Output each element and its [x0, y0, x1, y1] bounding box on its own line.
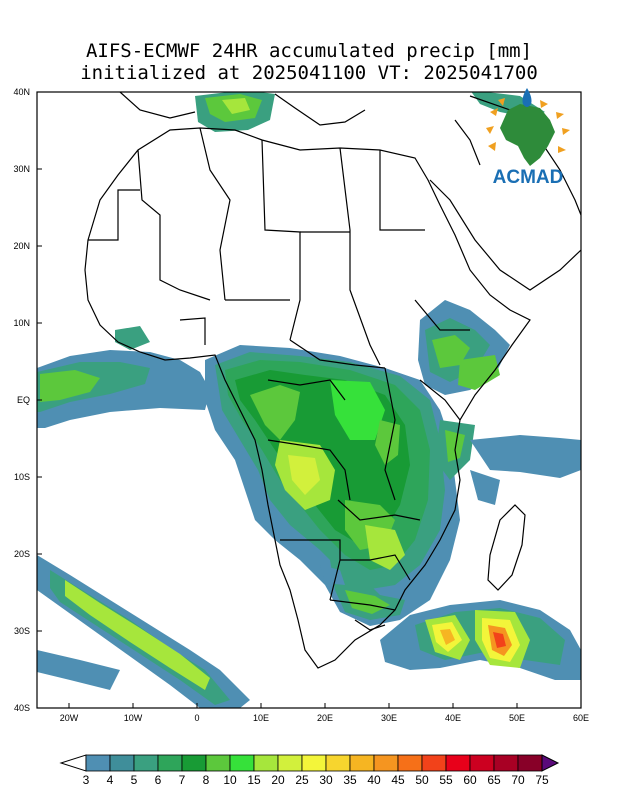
lon-tick-label: 20E: [317, 713, 333, 723]
colorbar-swatch: [373, 754, 399, 772]
lon-tick-label: 30E: [381, 713, 397, 723]
colorbar-label: 70: [511, 773, 525, 787]
colorbar-swatch: [205, 754, 231, 772]
colorbar-label: 7: [179, 773, 186, 787]
lon-tick-label: 10E: [253, 713, 269, 723]
map-title-line2: initialized at 2025041100 VT: 2025041700: [80, 62, 538, 84]
colorbar-label: 35: [343, 773, 357, 787]
africa-silhouette-icon: [500, 104, 555, 166]
colorbar-label: 8: [203, 773, 210, 787]
colorbar-swatch: [109, 754, 135, 772]
colorbar: 3 4 5 6 7 8 10 15 20 25 30 35 40 45 50 5…: [59, 754, 560, 787]
colorbar-label: 10: [223, 773, 237, 787]
colorbar-swatch: [85, 754, 111, 772]
colorbar-label: 65: [487, 773, 501, 787]
lat-tick-label: 20S: [14, 549, 30, 559]
lon-tick-label: 40E: [445, 713, 461, 723]
colorbar-swatch: [349, 754, 375, 772]
colorbar-label: 3: [83, 773, 90, 787]
lon-tick-label: 10W: [124, 713, 143, 723]
lat-axis: 40N 30N 20N 10N EQ 10S 20S 30S 40S: [13, 87, 42, 713]
lon-tick-label: 0: [194, 713, 199, 723]
acmad-logo: [486, 88, 570, 166]
map-title-line1: AIFS-ECMWF 24HR accumulated precip [mm]: [85, 40, 533, 62]
logo-text: ACMAD: [493, 167, 564, 188]
colorbar-label: 25: [295, 773, 309, 787]
sun-rays-icon: [486, 98, 570, 153]
colorbar-swatch: [301, 754, 327, 772]
colorbar-swatch: [325, 754, 351, 772]
colorbar-label: 60: [463, 773, 477, 787]
lon-axis: 20W 10W 0 10E 20E 30E 40E 50E 60E: [60, 703, 589, 723]
colorbar-over-triangle: [541, 754, 560, 772]
colorbar-swatch: [493, 754, 519, 772]
colorbar-label: 4: [107, 773, 114, 787]
colorbar-swatch: [517, 754, 543, 772]
lat-tick-label: 20N: [13, 241, 30, 251]
colorbar-swatch: [421, 754, 447, 772]
lat-tick-label: 10S: [14, 472, 30, 482]
colorbar-label: 6: [155, 773, 162, 787]
colorbar-label: 50: [415, 773, 429, 787]
colorbar-label: 55: [439, 773, 453, 787]
lat-tick-label: 30S: [14, 626, 30, 636]
colorbar-label: 45: [391, 773, 405, 787]
raindrop-icon: [522, 88, 532, 107]
colorbar-label: 5: [131, 773, 138, 787]
colorbar-label: 15: [247, 773, 261, 787]
colorbar-swatch: [181, 754, 207, 772]
colorbar-label: 40: [367, 773, 381, 787]
lat-tick-label: 10N: [13, 318, 30, 328]
country-boundaries: [84, 92, 581, 669]
colorbar-swatch: [277, 754, 303, 772]
lon-tick-label: 50E: [509, 713, 525, 723]
lat-tick-label: 40N: [13, 87, 30, 97]
colorbar-label: 30: [319, 773, 333, 787]
lat-tick-label: 30N: [13, 164, 30, 174]
colorbar-swatch: [253, 754, 279, 772]
colorbar-label: 75: [535, 773, 549, 787]
colorbar-label: 20: [271, 773, 285, 787]
lon-tick-label: 20W: [60, 713, 79, 723]
lat-tick-label: 40S: [14, 703, 30, 713]
colorbar-swatch: [445, 754, 471, 772]
colorbar-swatch: [469, 754, 495, 772]
colorbar-under-triangle: [59, 754, 87, 772]
colorbar-swatch: [157, 754, 183, 772]
lat-tick-label: EQ: [17, 395, 30, 405]
colorbar-swatch: [397, 754, 423, 772]
colorbar-swatch: [229, 754, 255, 772]
colorbar-swatch: [133, 754, 159, 772]
lon-tick-label: 60E: [573, 713, 589, 723]
